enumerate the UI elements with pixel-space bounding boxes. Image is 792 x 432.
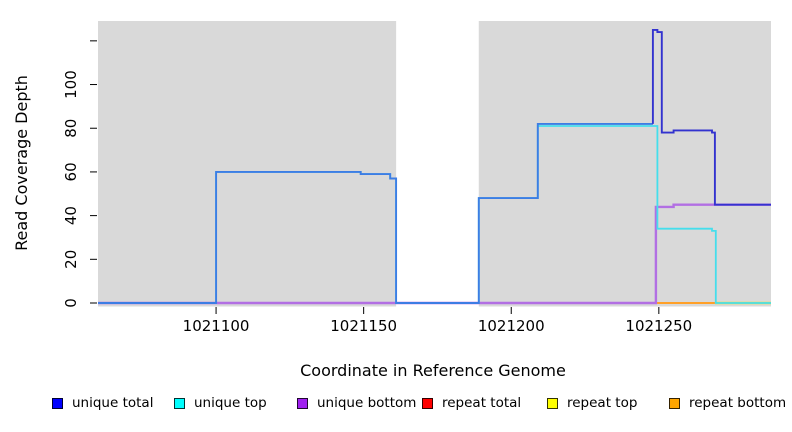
series-unique-total-line <box>98 122 653 304</box>
y-axis-tick-label: 60 <box>62 162 80 181</box>
y-axis-tick-label: 80 <box>62 119 80 138</box>
y-axis-tick-label: 20 <box>62 250 80 269</box>
series-lines <box>98 28 771 305</box>
series-unique-bottom-line <box>98 203 771 305</box>
series-unique-total-line <box>651 28 771 206</box>
x-axis-tick-label: 1021250 <box>625 317 692 335</box>
x-axis-tick-label: 1021150 <box>330 317 397 335</box>
x-axis-tick-label: 1021200 <box>478 317 545 335</box>
y-axis-tick-label: 40 <box>62 206 80 225</box>
y-axis-title: Read Coverage Depth <box>12 75 31 251</box>
shaded-coverage-region <box>478 21 771 307</box>
y-axis-tick-label: 0 <box>62 298 80 308</box>
x-axis-title: Coordinate in Reference Genome <box>300 361 566 380</box>
axes: 1021100 1021150 1021200 1021250 0 20 40 60 80 100 <box>62 40 692 335</box>
x-axis-tick-label: 1021100 <box>183 317 250 335</box>
plot-background-regions <box>98 21 771 307</box>
shaded-coverage-region <box>98 21 397 307</box>
y-axis-tick-label: 100 <box>62 70 80 99</box>
